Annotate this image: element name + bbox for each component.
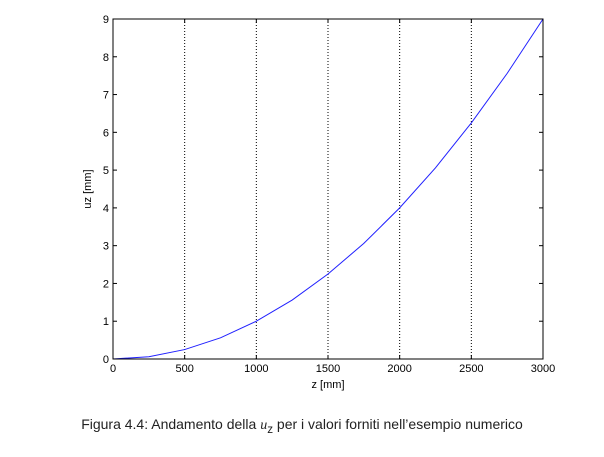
x-tick-label: 1000 [244,363,268,375]
series-lines [112,18,544,360]
y-tick-label: 8 [103,52,109,64]
x-tick-label: 0 [110,363,116,375]
series-line [112,18,544,360]
plot-area: 0 500 1000 1500 2000 2500 3000 0 1 2 3 4 5 6 7 8 9 z [mm… [82,14,555,391]
grid-lines [184,19,472,359]
y-tick-label: 4 [103,203,109,215]
y-tick-label: 7 [103,90,109,102]
y-axis-label: uz [mm] [82,169,94,208]
caption-prefix: Figura 4.4: Andamento della [81,416,261,432]
y-tick-label: 3 [103,241,109,253]
caption-suffix: per i valori forniti nell’esempio numeri… [273,416,523,432]
y-tick-label: 2 [103,278,109,290]
x-axis-label: z [mm] [312,379,345,391]
x-tick-label: 2500 [459,363,483,375]
y-tick-label: 9 [103,14,109,26]
caption-subscript: z [267,422,274,436]
x-tick-label: 2000 [387,363,411,375]
y-tick-label: 5 [103,165,109,177]
x-tick-label: 1500 [316,363,340,375]
caption-symbol: u [260,418,268,433]
tick-labels: 0 500 1000 1500 2000 2500 3000 0 1 2 3 4 5 6 7 8 9 [103,14,555,375]
figure-caption: Figura 4.4: Andamento della uz per i val… [0,416,604,436]
tick-marks [112,18,544,360]
x-tick-label: 500 [175,363,193,375]
y-tick-label: 0 [103,354,109,366]
x-tick-label: 3000 [531,363,555,375]
y-tick-label: 1 [103,316,109,328]
y-tick-label: 6 [103,127,109,139]
